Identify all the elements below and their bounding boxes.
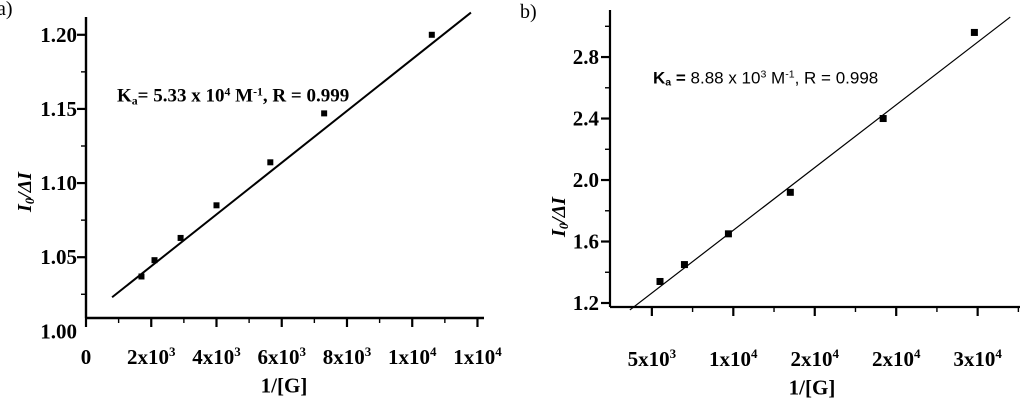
data-point [786, 188, 794, 196]
ticks [601, 25, 1020, 316]
ticks [77, 33, 479, 327]
annotation-ka-b: Ka = 8.88 x 103 M-1, R = 0.998 [653, 68, 879, 89]
tick-label: 2.0 [573, 168, 599, 192]
tick-label: 1x104 [388, 344, 437, 369]
tick-label: 8x103 [323, 344, 372, 369]
tick-label: 2.4 [573, 107, 600, 131]
data-point [656, 277, 664, 285]
annotation-ka-a: Ka= 5.33 x 104 M-1, R = 0.999 [117, 85, 350, 108]
y-axis-title-b: I0/ΔI [548, 197, 571, 237]
panel-a-plot: 0 2x103 4x103 6x103 8x103 1x104 1x104 1.00 1.05 1… [40, 11, 502, 369]
tick-label: 1x104 [709, 346, 758, 371]
tick-label: 1.05 [40, 245, 77, 269]
data-point [138, 273, 145, 280]
data-point [177, 234, 184, 241]
tick-label: 6x103 [257, 344, 306, 369]
tick-label: 2x104 [872, 346, 921, 371]
data-point [680, 261, 688, 269]
tick-labels: 0 2x103 4x103 6x103 8x103 1x104 1x104 1.00 1.05 1… [40, 23, 502, 369]
tick-label: 3x104 [953, 346, 1002, 371]
tick-label: 1.20 [40, 23, 77, 47]
tick-label: 2x104 [791, 346, 840, 371]
tick-label: 1.2 [573, 291, 599, 315]
data-points [656, 28, 978, 285]
tick-label: 5x103 [628, 346, 677, 371]
tick-label: 1.00 [40, 319, 77, 343]
panel-label-b: b) [520, 1, 537, 23]
tick-label: 0 [81, 345, 92, 369]
panel-label-a: a) [0, 0, 13, 20]
fit-line [629, 16, 1011, 311]
tick-label: 4x103 [192, 344, 241, 369]
x-axis-title-b: 1/[G] [788, 375, 836, 400]
data-point [267, 159, 274, 166]
x-axis-title-a: 1/[G] [260, 373, 308, 398]
data-point [970, 28, 978, 36]
tick-label: 2x103 [127, 344, 176, 369]
data-point [213, 202, 220, 209]
tick-labels: 5x103 1x104 2x104 2x104 3x104 1.2 1.6 2.0 2.4 2.8 [573, 45, 1003, 371]
data-point [151, 257, 158, 264]
panel-b-plot: 5x103 1x104 2x104 2x104 3x104 1.2 1.6 2.0 2.4 2.8 [573, 10, 1020, 371]
fit-line [111, 11, 472, 299]
tick-label: 1.10 [40, 171, 77, 195]
data-point [321, 110, 328, 117]
tick-label: 1.15 [40, 97, 77, 121]
data-point [428, 31, 435, 38]
tick-label: 1.6 [573, 230, 599, 254]
tick-label: 1x104 [453, 344, 502, 369]
data-points [138, 31, 435, 280]
tick-label: 2.8 [573, 45, 599, 69]
y-axis-title-a: I0/ΔI [14, 172, 37, 212]
data-point [879, 115, 887, 123]
data-point [724, 230, 732, 238]
